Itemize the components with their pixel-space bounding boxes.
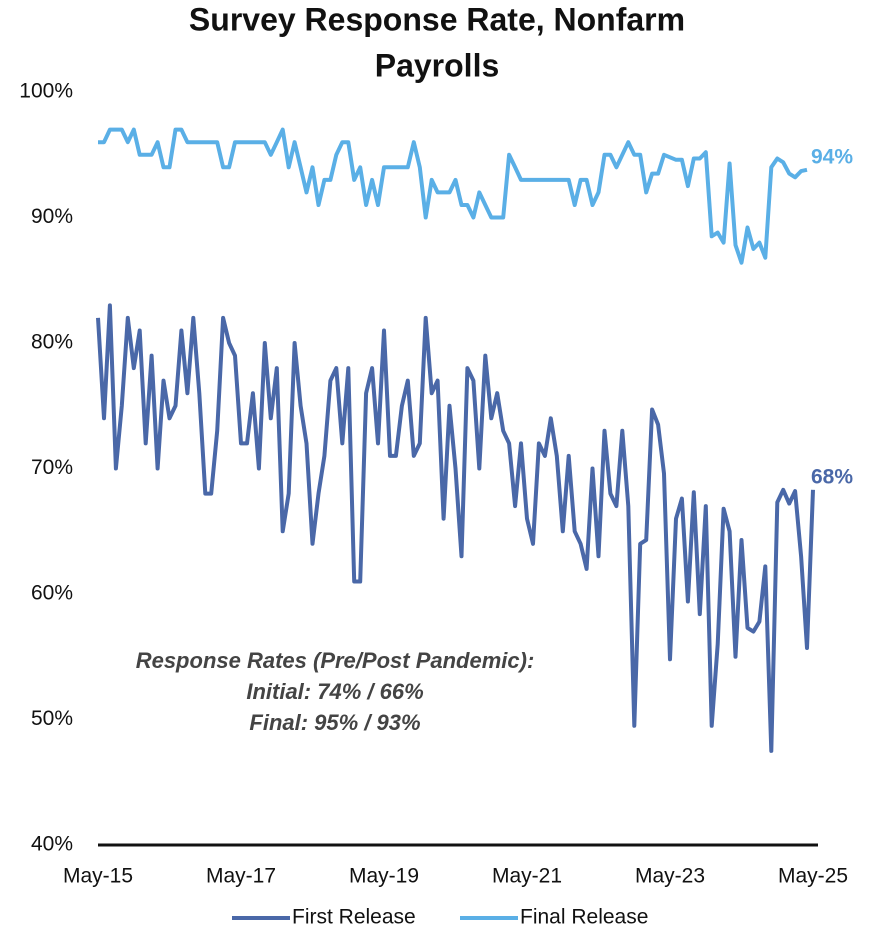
y-tick-label: 50% bbox=[31, 707, 73, 730]
x-tick-label: May-23 bbox=[635, 865, 705, 888]
annotation: Initial: 74% / 66% bbox=[246, 679, 423, 704]
x-tick-label: May-19 bbox=[349, 865, 419, 888]
x-tick-label: May-21 bbox=[492, 865, 562, 888]
end-label: 68% bbox=[811, 465, 853, 488]
series-line bbox=[96, 303, 815, 753]
x-tick-label: May-25 bbox=[778, 865, 848, 888]
legend-label: Final Release bbox=[520, 906, 648, 929]
series-line bbox=[98, 127, 808, 265]
x-tick-label: May-17 bbox=[206, 865, 276, 888]
annotation: Response Rates (Pre/Post Pandemic): bbox=[136, 648, 535, 673]
y-tick-label: 40% bbox=[31, 833, 73, 856]
y-tick-label: 100% bbox=[19, 80, 73, 103]
y-tick-label: 80% bbox=[31, 331, 73, 354]
y-tick-label: 60% bbox=[31, 582, 73, 605]
y-tick-label: 70% bbox=[31, 456, 73, 479]
chart-title: Payrolls bbox=[375, 47, 500, 83]
annotation: Final: 95% / 93% bbox=[249, 710, 420, 735]
chart-title: Survey Response Rate, Nonfarm bbox=[189, 1, 685, 37]
legend-label: First Release bbox=[292, 906, 416, 929]
y-tick-label: 90% bbox=[31, 205, 73, 228]
x-tick-label: May-15 bbox=[63, 865, 133, 888]
end-label: 94% bbox=[811, 145, 853, 168]
